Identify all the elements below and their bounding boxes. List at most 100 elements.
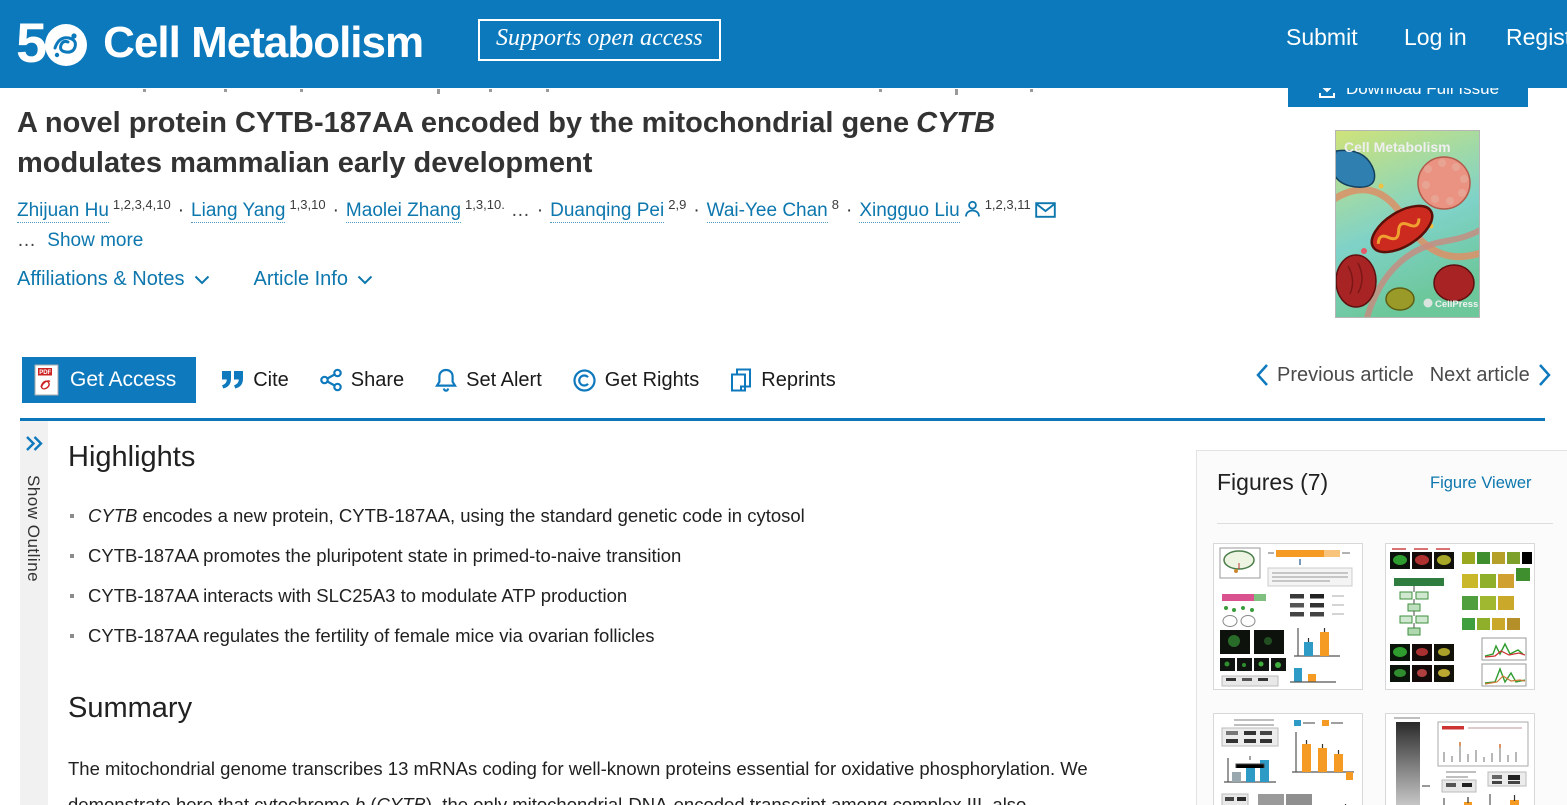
highlight-gene-italic: CYTB bbox=[88, 505, 138, 526]
pdf-icon: PDF bbox=[34, 364, 59, 396]
author-separator: · bbox=[332, 200, 339, 222]
article-info-label: Article Info bbox=[253, 268, 348, 290]
figure-thumbnail-4[interactable] bbox=[1385, 713, 1535, 805]
highlight-item: CYTB encodes a new protein, CYTB-187AA, … bbox=[70, 503, 1130, 529]
share-icon bbox=[319, 368, 342, 392]
figures-heading: Figures (7) bbox=[1217, 469, 1329, 495]
previous-article-label: Previous article bbox=[1277, 363, 1414, 386]
highlights-heading: Highlights bbox=[68, 441, 196, 473]
nav-login[interactable]: Log in bbox=[1404, 24, 1467, 50]
author-separator: · bbox=[177, 200, 185, 222]
previous-article-link[interactable]: Previous article bbox=[1256, 363, 1414, 387]
chevron-right-icon bbox=[1538, 364, 1551, 386]
article-toolbar: PDF Get Access Cite Share Set Alert bbox=[22, 357, 836, 403]
chevron-left-icon bbox=[1256, 364, 1268, 386]
anniversary-cell-icon bbox=[45, 24, 88, 66]
highlight-text: CYTB-187AA interacts with SLC25A3 to mod… bbox=[88, 585, 628, 606]
figure-viewer-link[interactable]: Figure Viewer bbox=[1430, 474, 1532, 492]
reprints-button[interactable]: Reprints bbox=[729, 367, 836, 393]
get-access-label: Get Access bbox=[70, 368, 177, 391]
title-text: A novel protein CYTB-187AA encoded by th… bbox=[17, 107, 910, 139]
svg-text:PDF: PDF bbox=[39, 370, 51, 376]
get-rights-button[interactable]: Get Rights bbox=[572, 368, 699, 393]
email-icon[interactable] bbox=[1034, 202, 1056, 219]
chevron-down-icon bbox=[357, 275, 373, 284]
bullet-marker bbox=[70, 594, 74, 598]
reprints-label: Reprints bbox=[761, 368, 836, 391]
set-alert-button[interactable]: Set Alert bbox=[434, 367, 542, 393]
highlight-item: CYTB-187AA regulates the fertility of fe… bbox=[70, 623, 1130, 649]
show-outline-label[interactable]: Show Outline bbox=[24, 475, 43, 583]
article-meta-links: Affiliations & Notes Article Info bbox=[17, 268, 373, 291]
summary-heading: Summary bbox=[68, 692, 193, 724]
bullet-marker bbox=[70, 514, 74, 518]
hidden-authors-ellipsis[interactable]: … bbox=[510, 200, 530, 222]
figure-thumbnail-3[interactable] bbox=[1213, 713, 1363, 805]
summary-text: ( bbox=[365, 794, 377, 805]
cite-label: Cite bbox=[253, 368, 289, 391]
author-affil-sup: 1,2,3,4,10 bbox=[112, 197, 171, 212]
author-affil-sup: 1,2,3,11 bbox=[984, 197, 1031, 212]
highlight-text: encodes a new protein, CYTB-187AA, using… bbox=[137, 505, 805, 526]
article-pager: Previous article Next article bbox=[1256, 363, 1551, 387]
highlight-item: CYTB-187AA interacts with SLC25A3 to mod… bbox=[70, 583, 1130, 609]
get-rights-label: Get Rights bbox=[604, 368, 700, 391]
nav-submit[interactable]: Submit bbox=[1286, 24, 1358, 50]
author-link[interactable]: Liang Yang bbox=[191, 200, 286, 224]
author-affil-sup: 8 bbox=[831, 197, 839, 212]
author-link[interactable]: Duanqing Pei bbox=[550, 200, 665, 224]
show-more-link[interactable]: Show more bbox=[47, 230, 144, 251]
author-link[interactable]: Zhijuan Hu bbox=[17, 200, 109, 224]
site-header: 5 Cell Metabolism Supports open access S… bbox=[0, 0, 1567, 88]
bullet-marker bbox=[70, 634, 74, 638]
author-separator: · bbox=[536, 200, 544, 222]
outline-rail: Show Outline bbox=[20, 421, 48, 805]
highlights-list: CYTB encodes a new protein, CYTB-187AA, … bbox=[70, 503, 1130, 663]
summary-text: The mitochondrial genome transcribes 13 … bbox=[68, 758, 1088, 805]
figure-1-art bbox=[1219, 547, 1353, 687]
journal-logo[interactable]: 5 Cell Metabolism bbox=[16, 8, 424, 78]
cite-quote-icon bbox=[222, 371, 244, 389]
author-separator: · bbox=[845, 200, 853, 222]
author-link[interactable]: Wai-Yee Chan bbox=[706, 200, 828, 224]
chevron-down-icon bbox=[194, 275, 209, 284]
cover-art: Cell Metabolism CellPress bbox=[1329, 131, 1501, 322]
affiliations-notes-label: Affiliations & Notes bbox=[17, 268, 185, 290]
show-more-ellipsis: … bbox=[17, 230, 36, 251]
summary-gene-italic: CYTB bbox=[376, 794, 426, 805]
highlight-text: CYTB-187AA promotes the pluripotent stat… bbox=[88, 545, 682, 566]
set-alert-label: Set Alert bbox=[466, 368, 542, 391]
figure-2-art bbox=[1390, 548, 1532, 687]
share-button[interactable]: Share bbox=[319, 368, 404, 392]
author-link[interactable]: Xingguo Liu bbox=[859, 200, 960, 224]
figure-thumbnail-1[interactable] bbox=[1213, 543, 1363, 690]
reprints-document-icon bbox=[731, 368, 752, 392]
author-list: Zhijuan Hu 1,2,3,4,10 · Liang Yang 1,3,10 · Ma… bbox=[17, 197, 1157, 224]
copyright-icon bbox=[573, 368, 596, 392]
next-article-link[interactable]: Next article bbox=[1430, 363, 1551, 387]
nav-register[interactable]: Register bbox=[1506, 24, 1567, 50]
cite-button[interactable]: Cite bbox=[220, 369, 289, 392]
highlight-item: CYTB-187AA promotes the pluripotent stat… bbox=[70, 543, 1130, 569]
toolbar-actions: Cite Share Set Alert Get Rights bbox=[220, 367, 836, 393]
figure-thumbnail-2[interactable] bbox=[1385, 543, 1535, 690]
author-affil-sup: 1,3,10. bbox=[465, 197, 505, 212]
svg-text:Cell Metabolism: Cell Metabolism bbox=[1344, 139, 1451, 155]
summary-paragraph: The mitochondrial genome transcribes 13 … bbox=[68, 751, 1180, 805]
author-affil-sup: 2,9 bbox=[668, 197, 687, 212]
affiliations-notes-toggle[interactable]: Affiliations & Notes bbox=[17, 268, 210, 291]
bell-icon bbox=[435, 368, 458, 392]
cover-publisher: CellPress bbox=[1435, 299, 1478, 310]
get-access-button[interactable]: PDF Get Access bbox=[22, 357, 197, 403]
journal-cover-thumbnail[interactable]: Cell Metabolism CellPress bbox=[1329, 130, 1501, 322]
highlight-text: CYTB-187AA regulates the fertility of fe… bbox=[88, 625, 655, 646]
author-affil-sup: 1,3,10 bbox=[289, 197, 326, 212]
anniversary-5: 5 bbox=[16, 11, 47, 74]
article-title: A novel protein CYTB-187AA encoded by th… bbox=[17, 103, 1097, 183]
author-link[interactable]: Maolei Zhang bbox=[345, 200, 462, 224]
summary-text: ), the only mitochondrial-DNA-encoded tr… bbox=[425, 794, 1027, 805]
figure-4-art bbox=[1394, 717, 1529, 805]
article-info-toggle[interactable]: Article Info bbox=[254, 268, 373, 291]
figures-divider bbox=[1217, 523, 1553, 524]
show-outline-toggle-icon[interactable] bbox=[25, 435, 43, 452]
